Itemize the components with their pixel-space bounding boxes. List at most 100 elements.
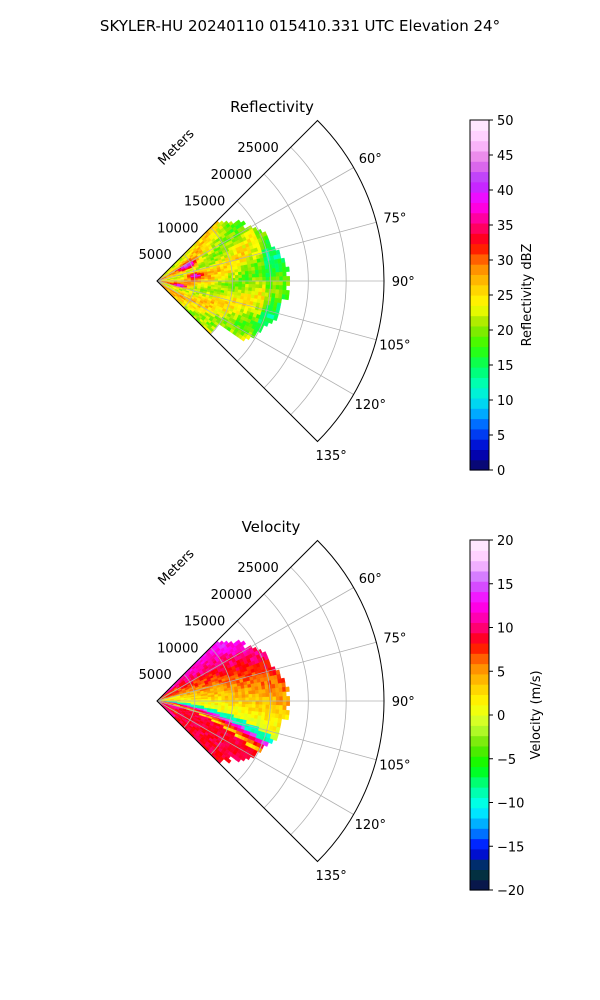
azimuth-spoke	[156, 700, 377, 761]
colorbar-band	[470, 879, 489, 891]
data-cell	[265, 284, 270, 290]
azimuth-spoke	[156, 280, 354, 395]
data-cell	[226, 758, 232, 764]
data-cell	[269, 280, 274, 286]
data-cell	[235, 697, 239, 702]
data-cell	[241, 691, 246, 696]
colorbar-band	[470, 673, 489, 685]
azimuth-spoke	[156, 280, 377, 341]
data-cell	[258, 693, 263, 698]
data-cell	[207, 696, 212, 700]
range-tick-label: 5000	[139, 248, 172, 263]
data-cell	[275, 692, 280, 697]
data-cell	[278, 289, 283, 295]
colorbar-band	[470, 735, 489, 747]
colorbar-tick-label: 5	[497, 665, 505, 680]
colorbar-band	[470, 367, 489, 378]
colorbar-tick-label: 25	[497, 289, 514, 304]
data-cell	[262, 272, 267, 278]
colorbar-tick-label: 10	[497, 394, 514, 409]
data-cell	[268, 688, 273, 694]
azimuth-tick-label: 75°	[383, 631, 406, 646]
colorbar-band	[470, 694, 489, 706]
colorbar-band	[470, 171, 489, 183]
data-cell	[276, 673, 282, 680]
data-cell	[251, 704, 256, 709]
data-cell	[245, 280, 250, 285]
data-cell	[268, 708, 273, 714]
data-cell	[234, 706, 239, 710]
colorbar-band	[470, 336, 489, 348]
colorbar-tick-label: 15	[497, 359, 514, 374]
data-cell	[238, 280, 243, 285]
data-cell	[282, 696, 287, 702]
data-cell	[214, 276, 219, 280]
data-cell	[281, 682, 286, 688]
data-cell	[241, 283, 246, 288]
colorbar-tick-label: 5	[497, 429, 505, 444]
data-cell	[248, 287, 253, 292]
colorbar-band	[470, 581, 489, 593]
data-cell	[278, 687, 283, 693]
data-cell	[227, 272, 232, 277]
colorbar-band	[470, 397, 489, 409]
colorbar-tick-label: −10	[497, 797, 524, 812]
colorbar-tick-label: 0	[497, 464, 505, 479]
colorbar-tick-label: −20	[497, 884, 524, 899]
data-cell	[245, 283, 250, 288]
azimuth-tick-label: 120°	[355, 818, 386, 833]
data-cell	[275, 700, 280, 706]
azimuth-spoke	[156, 221, 377, 282]
data-cell	[268, 284, 273, 290]
data-cell	[272, 276, 277, 282]
data-cell	[228, 700, 233, 704]
data-cell	[285, 266, 290, 273]
colorbar-band	[470, 787, 489, 798]
data-cell	[204, 277, 209, 280]
data-cell	[244, 707, 249, 712]
data-cell	[265, 288, 270, 294]
data-cell	[247, 267, 253, 272]
colorbar-band	[470, 449, 489, 461]
data-cell	[254, 269, 260, 275]
data-cell	[217, 696, 222, 700]
data-cell	[238, 277, 243, 282]
data-cell	[258, 280, 263, 286]
velocity-title: Velocity	[242, 518, 301, 536]
data-cell	[265, 272, 270, 278]
colorbar-band	[470, 212, 489, 224]
colorbar-band	[470, 776, 489, 788]
colorbar-band	[470, 408, 489, 420]
data-cell	[248, 280, 253, 285]
data-cell	[240, 640, 247, 647]
reflectivity-grid	[156, 119, 385, 443]
data-cell	[252, 700, 256, 705]
data-cell	[265, 688, 270, 694]
data-cell	[251, 707, 256, 712]
data-cell	[228, 695, 233, 699]
data-cell	[263, 741, 269, 747]
data-cell	[265, 696, 270, 702]
colorbar-band	[470, 540, 489, 551]
data-cell	[265, 704, 270, 710]
data-cell	[275, 705, 280, 710]
data-cell	[245, 334, 251, 341]
data-cell	[238, 271, 243, 276]
data-cell	[224, 273, 229, 277]
data-cell	[255, 273, 260, 278]
colorbar-band	[470, 663, 489, 675]
data-cell	[280, 257, 286, 264]
data-cell	[238, 694, 243, 699]
data-cell	[258, 288, 263, 293]
colorbar-band	[470, 817, 489, 829]
data-cell	[261, 269, 266, 274]
data-cell	[255, 693, 260, 698]
data-cell	[224, 283, 229, 287]
data-cell	[261, 685, 266, 690]
data-cell	[284, 294, 290, 301]
data-cell	[277, 298, 282, 304]
data-cell	[251, 287, 256, 292]
data-cell	[251, 284, 256, 289]
data-cell	[262, 696, 267, 702]
data-cell	[286, 700, 291, 706]
